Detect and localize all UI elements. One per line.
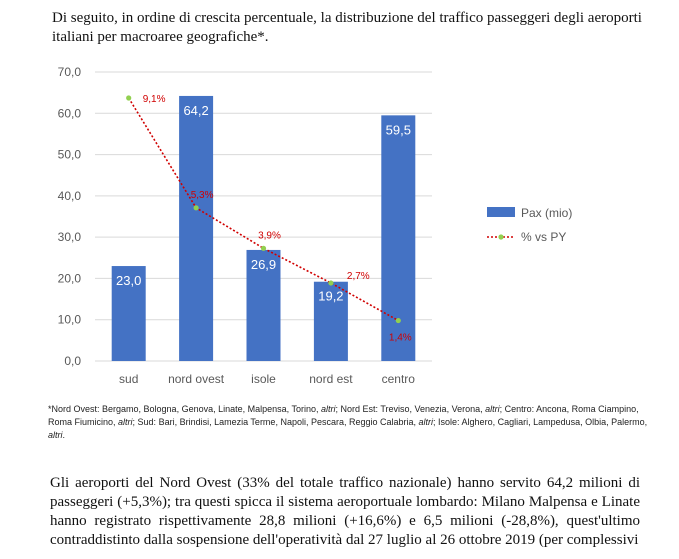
percent-marker	[260, 245, 267, 251]
bar-value-label: 26,9	[251, 257, 276, 272]
y-tick-label: 20,0	[58, 271, 82, 285]
y-tick-label: 30,0	[58, 230, 82, 244]
y-tick-label: 0,0	[64, 354, 81, 368]
bar-series	[111, 95, 416, 361]
y-tick-label: 60,0	[58, 106, 82, 120]
percent-data-label: 1,4%	[389, 333, 412, 344]
bar-centro	[381, 115, 416, 361]
legend-line-marker	[498, 234, 504, 240]
percent-line-series: 9,1% 5,3% 3,9% 2,7% 1,4%	[126, 94, 412, 344]
footnote-italic-segment: altri	[321, 404, 336, 414]
y-tick-label: 10,0	[58, 313, 82, 327]
y-tick-label: 40,0	[58, 189, 82, 203]
percent-marker	[193, 205, 199, 211]
x-tick-label: centro	[382, 372, 416, 386]
x-axis-category-labels: sud nord ovest isole nord est centro	[119, 372, 415, 386]
x-tick-label: isole	[251, 372, 276, 386]
bar-value-label: 23,0	[116, 273, 141, 288]
bar-data-labels: 23,0 64,2 26,9 19,2 59,5	[116, 103, 411, 304]
percent-data-label: 9,1%	[143, 94, 166, 105]
percent-data-label: 3,9%	[258, 230, 281, 241]
footnote-segment: *Nord Ovest: Bergamo, Bologna, Genova, L…	[48, 404, 321, 414]
footnote-segment: .	[62, 430, 66, 440]
percent-marker	[126, 95, 132, 101]
chart-legend: Pax (mio) % vs PY	[487, 206, 572, 244]
body-paragraph: Gli aeroporti del Nord Ovest (33% del to…	[50, 475, 640, 548]
bar-value-label: 59,5	[386, 122, 411, 137]
x-tick-label: nord est	[309, 372, 353, 386]
footnote-italic-segment: altri	[48, 430, 63, 440]
intro-paragraph: Di seguito, in ordine di crescita percen…	[52, 10, 642, 45]
y-tick-label: 50,0	[58, 148, 82, 162]
footnote-italic-segment: altri	[485, 404, 500, 414]
bar-value-label: 64,2	[183, 103, 208, 118]
percent-marker	[395, 317, 401, 324]
bar-nord-est	[313, 281, 348, 361]
y-tick-label: 70,0	[58, 65, 82, 79]
traffic-chart: 0,0 10,0 20,0 30,0 40,0 50,0 60,0 70,0 23,0 64,2…	[58, 65, 573, 386]
bar-sud	[111, 266, 146, 361]
bar-value-label: 19,2	[318, 289, 343, 304]
legend-line-label: % vs PY	[521, 230, 566, 244]
x-tick-label: sud	[119, 372, 138, 386]
bar-isole	[246, 249, 281, 361]
legend-bar-label: Pax (mio)	[521, 206, 572, 220]
footnote-segment: ; Isole: Alghero, Cagliari, Lampedusa, O…	[433, 417, 648, 427]
footnote-segment: ; Sud: Bari, Brindisi, Lamezia Terme, Na…	[132, 417, 419, 427]
percent-line	[128, 97, 399, 322]
footnote-italic-segment: altri	[418, 417, 434, 427]
footnote-italic-segment: altri	[118, 417, 133, 427]
bar-nord-ovest	[179, 95, 214, 361]
x-tick-label: nord ovest	[168, 372, 225, 386]
percent-data-label: 2,7%	[347, 271, 370, 282]
y-axis-tick-labels: 0,0 10,0 20,0 30,0 40,0 50,0 60,0 70,0	[58, 65, 82, 368]
footnote-segment: ; Nord Est: Treviso, Venezia, Verona,	[335, 404, 486, 414]
percent-marker	[328, 280, 334, 286]
legend-bar-swatch	[487, 207, 515, 217]
footnote-segment: ; Centro: Ancona, Roma Ciampino, Roma Fi…	[48, 404, 639, 427]
footnote: *Nord Ovest: Bergamo, Bologna, Genova, L…	[48, 403, 648, 442]
percent-data-label: 5,3%	[191, 190, 214, 201]
